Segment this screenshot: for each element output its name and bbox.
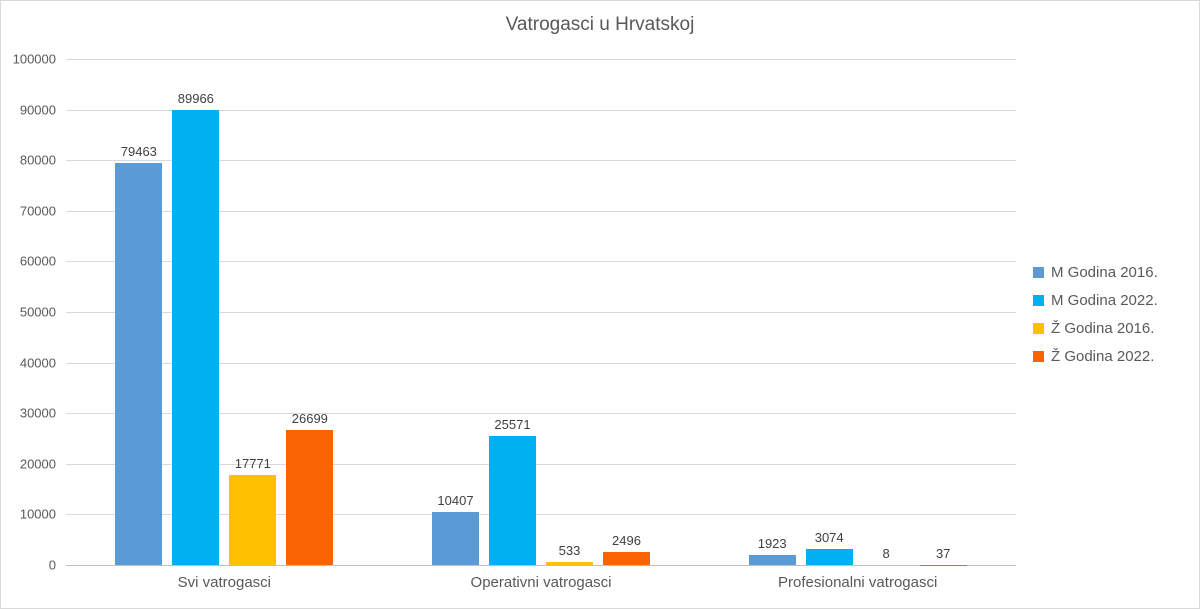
bar-value-label: 1923 xyxy=(757,536,787,552)
bar-group: 10407 25571 533 2496 xyxy=(383,59,700,565)
legend-label: M Godina 2016. xyxy=(1051,264,1158,281)
bar-groups: 79463 89966 17771 26699 10407 25571 533 2496 192… xyxy=(66,59,1016,565)
legend-swatch-icon xyxy=(1033,295,1044,306)
legend-label: Ž Godina 2022. xyxy=(1051,348,1155,365)
gridline xyxy=(66,413,1016,415)
bar-value-label: 2496 xyxy=(612,533,641,549)
bar-value-label: 79463 xyxy=(120,143,157,159)
gridline xyxy=(66,362,1016,364)
chart-title: Vatrogasci u Hrvatskoj xyxy=(505,14,695,35)
legend-label: M Godina 2022. xyxy=(1051,292,1158,309)
bar-value-label: 10407 xyxy=(437,493,474,509)
y-axis-tick-label: 60000 xyxy=(19,253,56,269)
gridline xyxy=(66,463,1016,465)
bar: 3074 xyxy=(805,530,853,565)
bar-value-label: 533 xyxy=(558,543,581,559)
bar-value-label: 89966 xyxy=(177,90,214,106)
y-axis-tick-label: 80000 xyxy=(19,152,56,168)
legend-item: Ž Godina 2022. xyxy=(1033,348,1158,365)
x-axis-category-label: Operativni vatrogasci xyxy=(470,574,612,591)
legend-item: M Godina 2022. xyxy=(1033,292,1158,309)
y-axis-tick-label: 50000 xyxy=(19,304,56,320)
y-axis-tick-label: 30000 xyxy=(19,405,56,421)
bar: 26699 xyxy=(286,411,334,565)
bar: 2496 xyxy=(603,533,650,565)
gridline xyxy=(66,210,1016,212)
bar: 89966 xyxy=(172,91,220,565)
plot-area: 0 10000 20000 30000 40000 50000 60000 70000 8000… xyxy=(13,52,1016,591)
bar: 10407 xyxy=(432,493,479,565)
bar: 25571 xyxy=(489,417,536,565)
y-axis-tick-label: 40000 xyxy=(19,355,56,371)
y-axis-tick-label: 90000 xyxy=(19,102,56,118)
bar: 533 xyxy=(546,543,593,565)
y-axis-tick-label: 100000 xyxy=(12,51,56,67)
y-axis-tick-label: 20000 xyxy=(19,456,56,472)
bar-value-label: 17771 xyxy=(234,456,271,472)
bar-value-label: 3074 xyxy=(814,530,844,546)
x-axis-category-label: Svi vatrogasci xyxy=(177,574,272,591)
gridline xyxy=(66,109,1016,111)
gridline xyxy=(66,160,1016,162)
legend-item: Ž Godina 2016. xyxy=(1033,320,1158,337)
bar-group: 79463 89966 17771 26699 xyxy=(66,59,383,565)
bar-value-label: 8 xyxy=(882,545,890,561)
legend-swatch-icon xyxy=(1033,351,1044,362)
bar: 79463 xyxy=(115,144,163,565)
legend: M Godina 2016. M Godina 2022. Ž Godina 201… xyxy=(1033,264,1158,365)
gridline xyxy=(66,59,1016,60)
bar-group: 1923 3074 8 37 xyxy=(699,59,1016,565)
legend-label: Ž Godina 2016. xyxy=(1051,320,1155,337)
gridline xyxy=(66,312,1016,313)
gridline xyxy=(66,261,1016,263)
bar-value-label: 25571 xyxy=(494,416,531,432)
gridline xyxy=(66,514,1016,516)
bar: 17771 xyxy=(229,456,277,565)
y-axis-tick-label: 10000 xyxy=(19,506,56,522)
x-axis-category-label: Profesionalni vatrogasci xyxy=(778,574,938,591)
y-axis-tick-label: 0 xyxy=(48,557,56,573)
legend-swatch-icon xyxy=(1033,267,1044,278)
x-axis-category-labels: Svi vatrogasci Operativni vatrogasci Profe… xyxy=(66,574,1016,591)
bar: 1923 xyxy=(748,536,796,565)
y-axis-tick-label: 70000 xyxy=(19,203,56,219)
legend-item: M Godina 2016. xyxy=(1033,264,1158,281)
legend-swatch-icon xyxy=(1033,323,1044,334)
bar-value-label: 37 xyxy=(935,545,951,561)
bar-value-label: 26699 xyxy=(291,410,328,426)
